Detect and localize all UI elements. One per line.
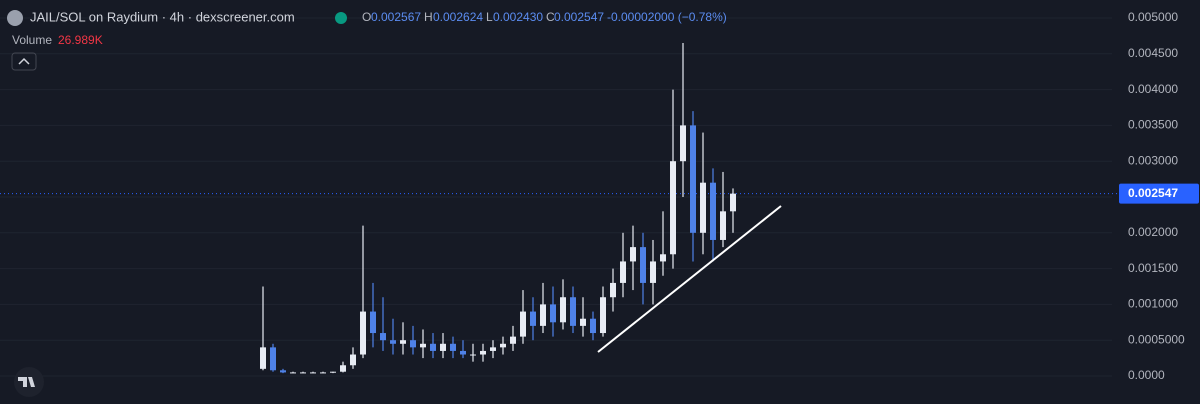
grid — [0, 17, 1118, 377]
logo-mark[interactable] — [18, 377, 35, 387]
candle-body — [680, 125, 686, 162]
candle-body — [260, 347, 266, 369]
y-tick-label: 0.0000 — [1128, 368, 1165, 382]
title: JAIL/SOL on Raydium · 4h · dexscreener.c… — [30, 9, 295, 24]
y-tick-label: 0.003500 — [1128, 118, 1178, 132]
y-tick-label: 0.001000 — [1128, 297, 1178, 311]
candle-body — [310, 372, 316, 374]
y-tick-label: 0.005000 — [1128, 10, 1178, 24]
volume-value: 26.989K — [58, 33, 103, 47]
candle-body — [280, 370, 286, 373]
candle-body — [500, 343, 506, 348]
low-value: 0.002430 — [493, 10, 543, 24]
candle-body — [520, 311, 526, 337]
candle-body — [700, 182, 706, 233]
y-tick-label: 0.003000 — [1128, 153, 1178, 167]
candle-body — [390, 340, 396, 344]
volume-label: Volume — [12, 33, 52, 47]
y-tick-label: 0.004500 — [1128, 46, 1178, 60]
price-axis: 0.0000 0.0005000 0.001000 0.001500 0.002000 0… — [1119, 10, 1199, 382]
close-value: 0.002547 — [554, 10, 604, 24]
candle-body — [480, 350, 486, 355]
candle-body — [690, 125, 696, 233]
trend-line — [597, 205, 782, 353]
candle-body — [620, 261, 626, 283]
y-tick-label: 0.002000 — [1128, 225, 1178, 239]
candle-body — [410, 340, 416, 348]
token-icon — [7, 10, 23, 26]
candle-body — [660, 254, 666, 262]
caret-icon[interactable] — [18, 57, 30, 65]
last-price-label: 0.002547 — [1128, 186, 1178, 200]
candle-body — [610, 282, 616, 298]
candle-body — [340, 365, 346, 372]
high-label: H — [424, 10, 433, 24]
candle-body — [650, 261, 656, 283]
candle-body — [540, 304, 546, 326]
change: -0.00002000 (−0.78%) — [607, 10, 727, 24]
candle-body — [370, 311, 376, 334]
candles — [260, 43, 736, 374]
candle-body — [530, 311, 536, 326]
candle-body — [380, 333, 386, 341]
candle-body — [330, 371, 336, 373]
y-tick-label: 0.001500 — [1128, 261, 1178, 275]
candle-body — [470, 354, 476, 356]
candle-body — [730, 193, 736, 212]
candle-body — [510, 336, 516, 344]
close-label: C — [546, 10, 555, 24]
candle-body — [450, 343, 456, 351]
candle-body — [590, 318, 596, 334]
candle-body — [670, 161, 676, 255]
candle-body — [300, 372, 306, 374]
candle-body — [350, 354, 356, 366]
candle-body — [580, 318, 586, 326]
collapse-button[interactable] — [11, 52, 37, 71]
candle-body — [360, 311, 366, 355]
candle-body — [490, 347, 496, 351]
low-label: L — [486, 10, 493, 24]
candle-body — [460, 350, 466, 355]
candle-body — [290, 372, 296, 374]
candle-body — [400, 340, 406, 344]
high-value: 0.002624 — [433, 10, 483, 24]
candle-body — [640, 247, 646, 283]
status-dot — [335, 12, 347, 24]
candle-body — [430, 343, 436, 351]
candle-body — [600, 297, 606, 334]
logo-bg[interactable] — [14, 367, 44, 397]
open-value: 0.002567 — [371, 10, 421, 24]
y-tick-label: 0.004000 — [1128, 82, 1178, 96]
candle-body — [560, 297, 566, 323]
last-price-box — [1119, 183, 1199, 204]
candle-body — [270, 347, 276, 371]
candle-body — [630, 247, 636, 262]
tv-logo[interactable] — [14, 367, 44, 397]
candle-body — [420, 343, 426, 348]
candle-body — [440, 343, 446, 351]
candle-body — [710, 182, 716, 240]
candle-body — [320, 372, 326, 374]
open-label: O — [362, 10, 371, 24]
candle-body — [550, 304, 556, 323]
y-tick-label: 0.0005000 — [1128, 332, 1185, 346]
candle-body — [720, 211, 726, 240]
button-frame[interactable] — [11, 52, 37, 71]
candle-body — [570, 297, 576, 326]
